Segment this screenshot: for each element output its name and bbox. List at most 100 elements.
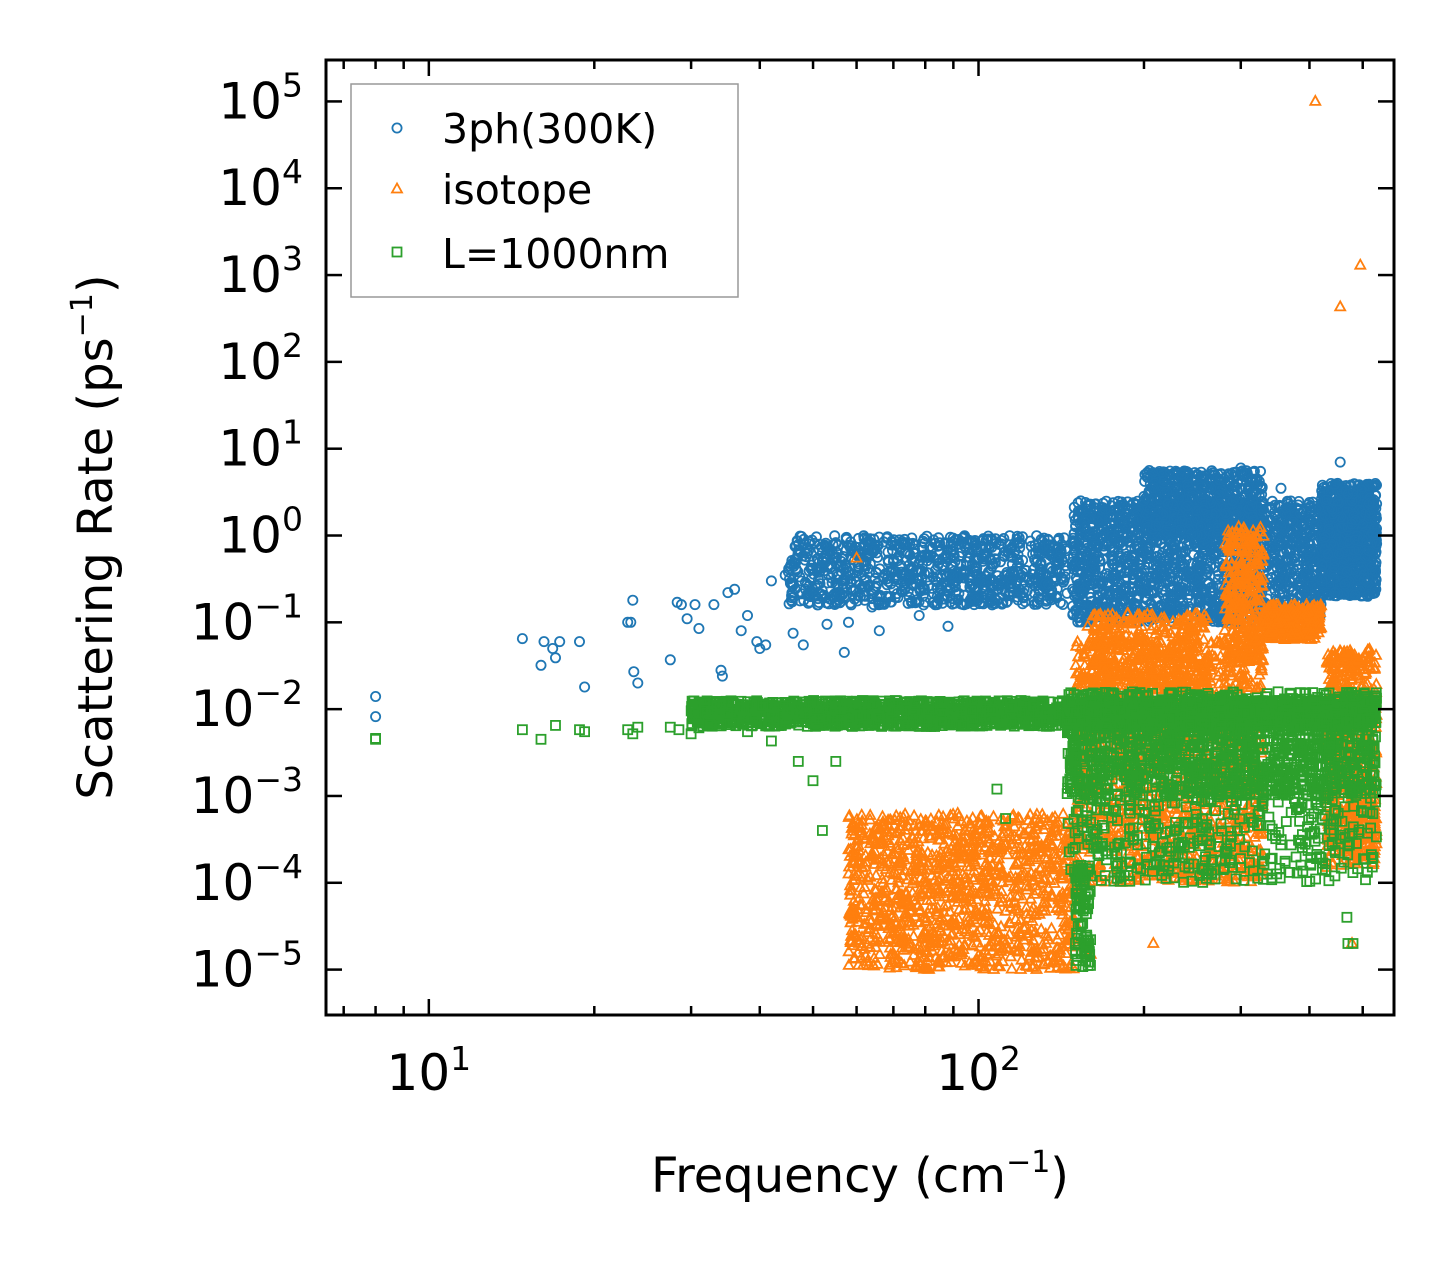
data-point-circle bbox=[990, 585, 1002, 597]
data-point-circle bbox=[1021, 585, 1033, 597]
data-point-circle bbox=[906, 554, 918, 566]
data-point-circle bbox=[1042, 579, 1054, 591]
data-point-circle bbox=[900, 546, 912, 558]
data-point-circle bbox=[1012, 591, 1024, 603]
data-point-circle bbox=[824, 549, 836, 561]
data-point-circle bbox=[917, 590, 929, 602]
data-point-circle bbox=[1006, 577, 1018, 589]
data-point-circle bbox=[1029, 539, 1041, 551]
data-point-circle bbox=[1034, 563, 1046, 575]
data-point-circle bbox=[1017, 567, 1029, 579]
data-point-circle bbox=[1050, 592, 1062, 604]
data-point-circle bbox=[1004, 589, 1016, 601]
data-point-circle bbox=[978, 550, 990, 562]
data-point-circle bbox=[963, 534, 975, 546]
data-point-circle bbox=[837, 578, 849, 590]
data-point-circle bbox=[1055, 546, 1067, 558]
data-point-circle bbox=[989, 557, 1001, 569]
data-point-circle bbox=[963, 574, 975, 586]
data-point-circle bbox=[783, 598, 795, 610]
data-point-circle bbox=[882, 546, 894, 558]
data-point-circle bbox=[930, 575, 942, 587]
data-point-circle bbox=[958, 567, 970, 579]
data-point-circle bbox=[998, 533, 1010, 545]
data-point-circle bbox=[1053, 556, 1065, 568]
data-point-circle bbox=[831, 551, 843, 563]
data-point-circle bbox=[906, 532, 918, 544]
data-point-circle bbox=[1015, 588, 1027, 600]
series-0 bbox=[370, 456, 1383, 723]
data-point-circle bbox=[929, 599, 941, 611]
data-point-circle bbox=[1011, 530, 1023, 542]
data-point-circle bbox=[1004, 544, 1016, 556]
data-point-circle bbox=[946, 570, 958, 582]
data-point-circle bbox=[1034, 585, 1046, 597]
data-point-circle bbox=[971, 544, 983, 556]
data-point-circle bbox=[819, 539, 831, 551]
data-point-circle bbox=[1019, 596, 1031, 608]
data-point-circle bbox=[945, 581, 957, 593]
data-point-circle bbox=[976, 596, 988, 608]
data-point-circle bbox=[994, 556, 1006, 568]
data-point-circle bbox=[888, 534, 900, 546]
data-point-circle bbox=[987, 597, 999, 609]
data-point-circle bbox=[1013, 532, 1025, 544]
data-point-circle bbox=[941, 571, 953, 583]
data-point-circle bbox=[861, 533, 873, 545]
data-point-circle bbox=[804, 536, 816, 548]
data-point-circle bbox=[1032, 596, 1044, 608]
data-point-circle bbox=[935, 572, 947, 584]
data-point-circle bbox=[796, 531, 808, 543]
data-point-circle bbox=[958, 572, 970, 584]
data-point-circle bbox=[953, 588, 965, 600]
data-point-circle bbox=[889, 573, 901, 585]
data-point-circle bbox=[937, 561, 949, 573]
data-point-circle bbox=[985, 534, 997, 546]
data-point-circle bbox=[1013, 536, 1025, 548]
data-point-circle bbox=[859, 590, 871, 602]
data-point-circle bbox=[907, 537, 919, 549]
data-point-circle bbox=[919, 537, 931, 549]
data-point-circle bbox=[832, 540, 844, 552]
data-point-circle bbox=[785, 558, 797, 570]
data-point-circle bbox=[787, 579, 799, 591]
data-point-circle bbox=[906, 562, 918, 574]
data-point-circle bbox=[1034, 567, 1046, 579]
data-point-circle bbox=[903, 575, 915, 587]
data-point-circle bbox=[979, 580, 991, 592]
data-point-circle bbox=[794, 595, 806, 607]
data-point-circle bbox=[1011, 554, 1023, 566]
data-point-circle bbox=[986, 541, 998, 553]
data-point-circle bbox=[934, 537, 946, 549]
data-point-circle bbox=[940, 589, 952, 601]
data-point-circle bbox=[853, 565, 865, 577]
data-point-circle bbox=[829, 530, 841, 542]
data-point-circle bbox=[955, 598, 967, 610]
data-point-circle bbox=[834, 591, 846, 603]
data-point-circle bbox=[845, 542, 857, 554]
data-point-circle bbox=[814, 578, 826, 590]
data-point-circle bbox=[1010, 577, 1022, 589]
data-point-circle bbox=[1042, 533, 1054, 545]
series-layer bbox=[370, 94, 1384, 974]
data-point-circle bbox=[867, 545, 879, 557]
data-point-circle bbox=[995, 535, 1007, 547]
data-point-circle bbox=[936, 560, 948, 572]
data-point-circle bbox=[947, 549, 959, 561]
data-point-circle bbox=[803, 565, 815, 577]
data-point-circle bbox=[854, 583, 866, 595]
data-point-circle bbox=[813, 538, 825, 550]
data-point-circle bbox=[855, 590, 867, 602]
data-point-circle bbox=[811, 599, 823, 611]
data-point-circle bbox=[1047, 565, 1059, 577]
data-point-circle bbox=[939, 537, 951, 549]
data-point-circle bbox=[903, 591, 915, 603]
data-point-circle bbox=[792, 566, 804, 578]
data-point-circle bbox=[837, 553, 849, 565]
data-point-circle bbox=[978, 553, 990, 565]
data-point-circle bbox=[1046, 594, 1058, 606]
data-point-circle bbox=[969, 537, 981, 549]
data-point-circle bbox=[840, 533, 852, 545]
data-point-circle bbox=[799, 547, 811, 559]
